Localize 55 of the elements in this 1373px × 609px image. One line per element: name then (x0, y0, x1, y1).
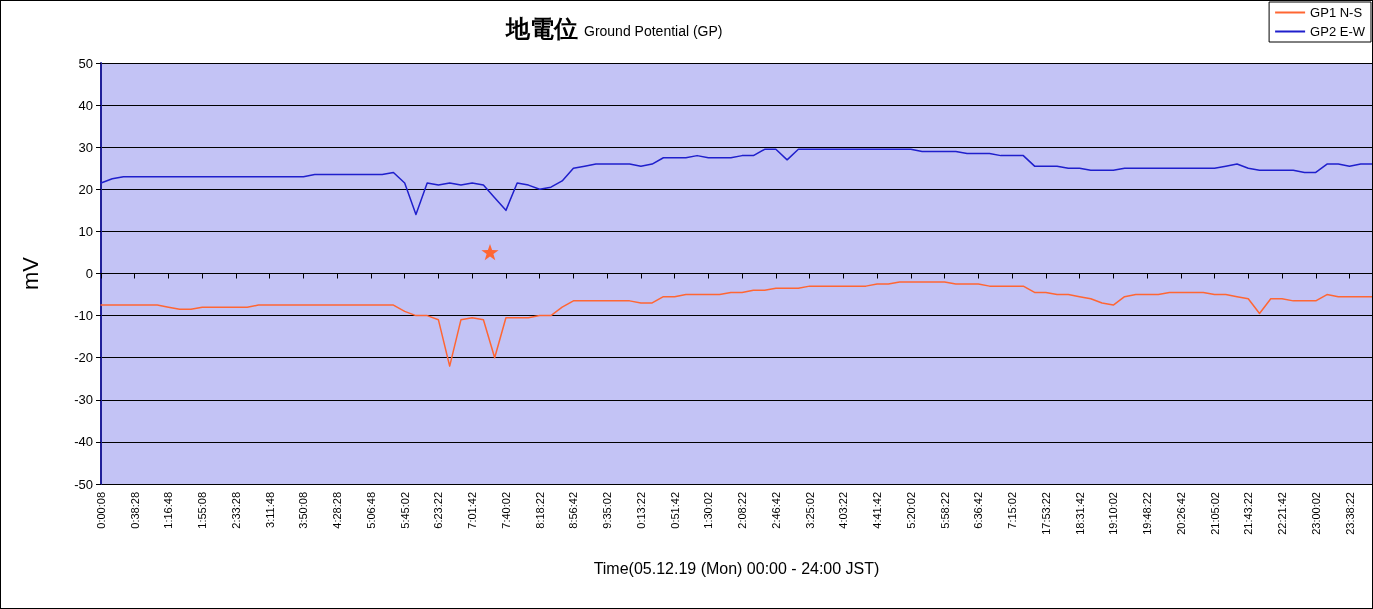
x-tick-label: 1:16:48 (162, 492, 175, 529)
x-tick-label: 2:33:28 (229, 492, 242, 529)
y-tick-label: -20 (74, 350, 93, 366)
y-tick-label: 0 (85, 266, 93, 281)
x-tick-label: 9:35:02 (601, 492, 614, 529)
legend-label: GP1 N-S (1310, 5, 1363, 20)
x-tick-label: 19:10:02 (1107, 492, 1120, 535)
x-tick-label: 5:06:48 (364, 492, 377, 529)
x-tick-label: 8:56:42 (567, 492, 580, 529)
x-tick-label: 18:31:42 (1073, 492, 1086, 535)
x-tick-label: 0:00:08 (95, 492, 107, 529)
x-tick-label: 3:50:08 (297, 492, 310, 529)
y-tick-label: -30 (74, 392, 93, 408)
x-tick-label: 23:00:02 (1309, 492, 1322, 535)
x-axis-title: Time(05.12.19 (Mon) 00:00 - 24:00 JST) (593, 559, 880, 577)
x-tick-label: 2:46:42 (769, 492, 782, 529)
x-tick-label: 21:05:02 (1208, 492, 1221, 535)
x-tick-label: 1:55:08 (196, 492, 209, 529)
x-tick-label: 2:08:22 (736, 492, 749, 529)
x-tick-label: 5:20:02 (904, 492, 917, 529)
y-tick-label: 40 (78, 97, 93, 113)
x-tick-label: 3:11:48 (263, 492, 276, 528)
x-tick-label: 3:25:02 (803, 492, 816, 529)
y-tick-label: 30 (78, 139, 93, 155)
y-tick-label: -10 (74, 308, 93, 324)
x-tick-label: 4:28:28 (331, 492, 344, 529)
x-tick-label: 19:48:22 (1141, 492, 1154, 535)
y-tick-label: -40 (74, 434, 93, 450)
x-tick-label: 1:30:02 (702, 492, 715, 529)
x-tick-label: 22:21:42 (1276, 492, 1289, 535)
x-tick-label: 8:18:22 (533, 492, 546, 529)
y-tick-label: 20 (78, 181, 93, 197)
chart-subtitle: Ground Potential (GP) (584, 23, 723, 39)
x-tick-label: 4:41:42 (871, 492, 884, 529)
x-tick-label: 5:58:22 (938, 492, 951, 529)
y-tick-label: 10 (78, 223, 93, 239)
x-tick-label: 6:23:22 (432, 492, 445, 529)
legend-label: GP2 E-W (1310, 24, 1366, 39)
x-tick-label: 0:51:42 (668, 492, 681, 529)
chart-title: 地電位 (505, 14, 578, 42)
x-tick-label: 7:40:02 (499, 492, 512, 529)
x-tick-label: 7:01:42 (466, 492, 479, 529)
x-tick-label: 0:13:22 (634, 492, 647, 529)
x-tick-label: 5:45:02 (398, 492, 411, 529)
x-tick-label: 20:26:42 (1174, 492, 1187, 535)
x-tick-label: 21:43:22 (1242, 492, 1255, 535)
y-axis-title: mV (17, 256, 43, 290)
x-tick-label: 7:15:02 (1006, 492, 1019, 529)
x-tick-label: 4:03:22 (837, 492, 850, 529)
y-tick-label: -50 (74, 476, 93, 492)
x-tick-label: 23:38:22 (1343, 492, 1356, 535)
x-tick-label: 17:53:22 (1039, 492, 1052, 535)
x-tick-label: 6:36:42 (972, 492, 985, 529)
x-tick-label: 0:38:28 (128, 492, 141, 529)
y-tick-label: 50 (78, 55, 93, 71)
